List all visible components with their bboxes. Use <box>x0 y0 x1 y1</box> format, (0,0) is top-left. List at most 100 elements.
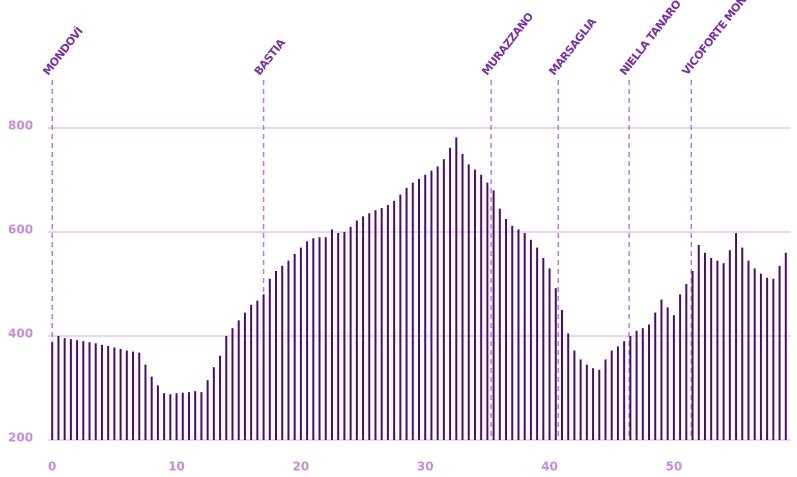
bar <box>88 342 91 440</box>
bar <box>666 307 669 440</box>
bar <box>349 226 352 440</box>
bar <box>399 194 402 440</box>
bar <box>573 350 576 440</box>
bar <box>306 241 309 440</box>
bar <box>648 324 651 440</box>
bar <box>293 253 296 440</box>
y-tick-label: 600 <box>8 223 33 237</box>
marker-label: MURAZZANO <box>479 10 536 78</box>
bar <box>461 154 464 440</box>
marker-label: NIELLA TANARO <box>617 0 684 78</box>
bar <box>275 271 278 440</box>
bar <box>560 310 563 440</box>
bar <box>442 159 445 440</box>
bar <box>517 229 520 440</box>
bar <box>175 393 178 440</box>
bar <box>436 166 439 441</box>
bar <box>100 344 103 440</box>
bar <box>498 208 501 440</box>
bar <box>505 219 508 440</box>
y-tick-label: 800 <box>8 119 33 133</box>
bar <box>194 391 197 440</box>
bar <box>231 328 234 440</box>
bar <box>623 341 626 440</box>
bar <box>138 352 141 440</box>
bar <box>125 350 128 440</box>
bar <box>473 169 476 440</box>
bar <box>107 345 110 440</box>
bar <box>343 232 346 440</box>
marker-label: VICOFORTE MONDOVÌ <box>679 0 767 78</box>
bar <box>76 340 79 440</box>
bar <box>243 312 246 440</box>
bar <box>654 312 657 440</box>
bar <box>536 247 539 440</box>
bar <box>592 368 595 440</box>
bar <box>635 330 638 440</box>
bar <box>380 208 383 440</box>
bar <box>318 237 321 440</box>
bar <box>424 174 427 441</box>
bar <box>455 137 458 441</box>
bar <box>784 252 787 440</box>
bar <box>523 233 526 440</box>
bar <box>585 364 588 440</box>
bar <box>716 260 719 440</box>
bar <box>480 174 483 441</box>
bar <box>181 392 184 440</box>
bar <box>697 245 700 440</box>
bar <box>735 233 738 440</box>
bar <box>542 258 545 440</box>
bar <box>430 170 433 440</box>
bar <box>82 341 85 440</box>
bar <box>144 364 147 440</box>
bar <box>156 385 159 440</box>
x-tick-label: 0 <box>48 460 56 474</box>
marker-label: BASTIA <box>252 36 289 78</box>
x-tick-label: 30 <box>417 460 434 474</box>
bar <box>679 294 682 440</box>
bar <box>579 359 582 440</box>
bar <box>206 380 209 440</box>
bar <box>256 300 259 440</box>
bar <box>722 263 725 440</box>
bar <box>629 336 632 440</box>
x-tick-label: 10 <box>168 460 185 474</box>
bar <box>368 213 371 440</box>
bar <box>237 320 240 440</box>
bar <box>299 247 302 440</box>
bar <box>200 392 203 440</box>
bar <box>554 288 557 440</box>
bar <box>691 271 694 440</box>
bar <box>778 265 781 440</box>
bar <box>529 239 532 440</box>
bar <box>212 367 215 440</box>
bar <box>94 343 97 440</box>
bar <box>69 339 72 440</box>
bar <box>703 252 706 440</box>
bar <box>467 164 470 440</box>
y-tick-label: 200 <box>8 431 33 445</box>
bar <box>163 393 166 440</box>
x-tick-label: 40 <box>541 460 558 474</box>
bar <box>337 233 340 440</box>
bar <box>225 336 228 440</box>
bar <box>710 258 713 440</box>
bar <box>312 238 315 440</box>
bar <box>119 349 122 440</box>
bar <box>132 351 135 440</box>
bar <box>766 277 769 440</box>
bar <box>728 250 731 440</box>
bar <box>759 273 762 440</box>
bar <box>374 210 377 440</box>
bar <box>113 347 116 440</box>
bar <box>324 237 327 440</box>
bar <box>362 216 365 440</box>
bar <box>511 225 514 440</box>
bar <box>660 299 663 440</box>
bar <box>567 333 570 440</box>
bar <box>641 328 644 440</box>
bar <box>405 187 408 440</box>
bar <box>57 336 60 440</box>
